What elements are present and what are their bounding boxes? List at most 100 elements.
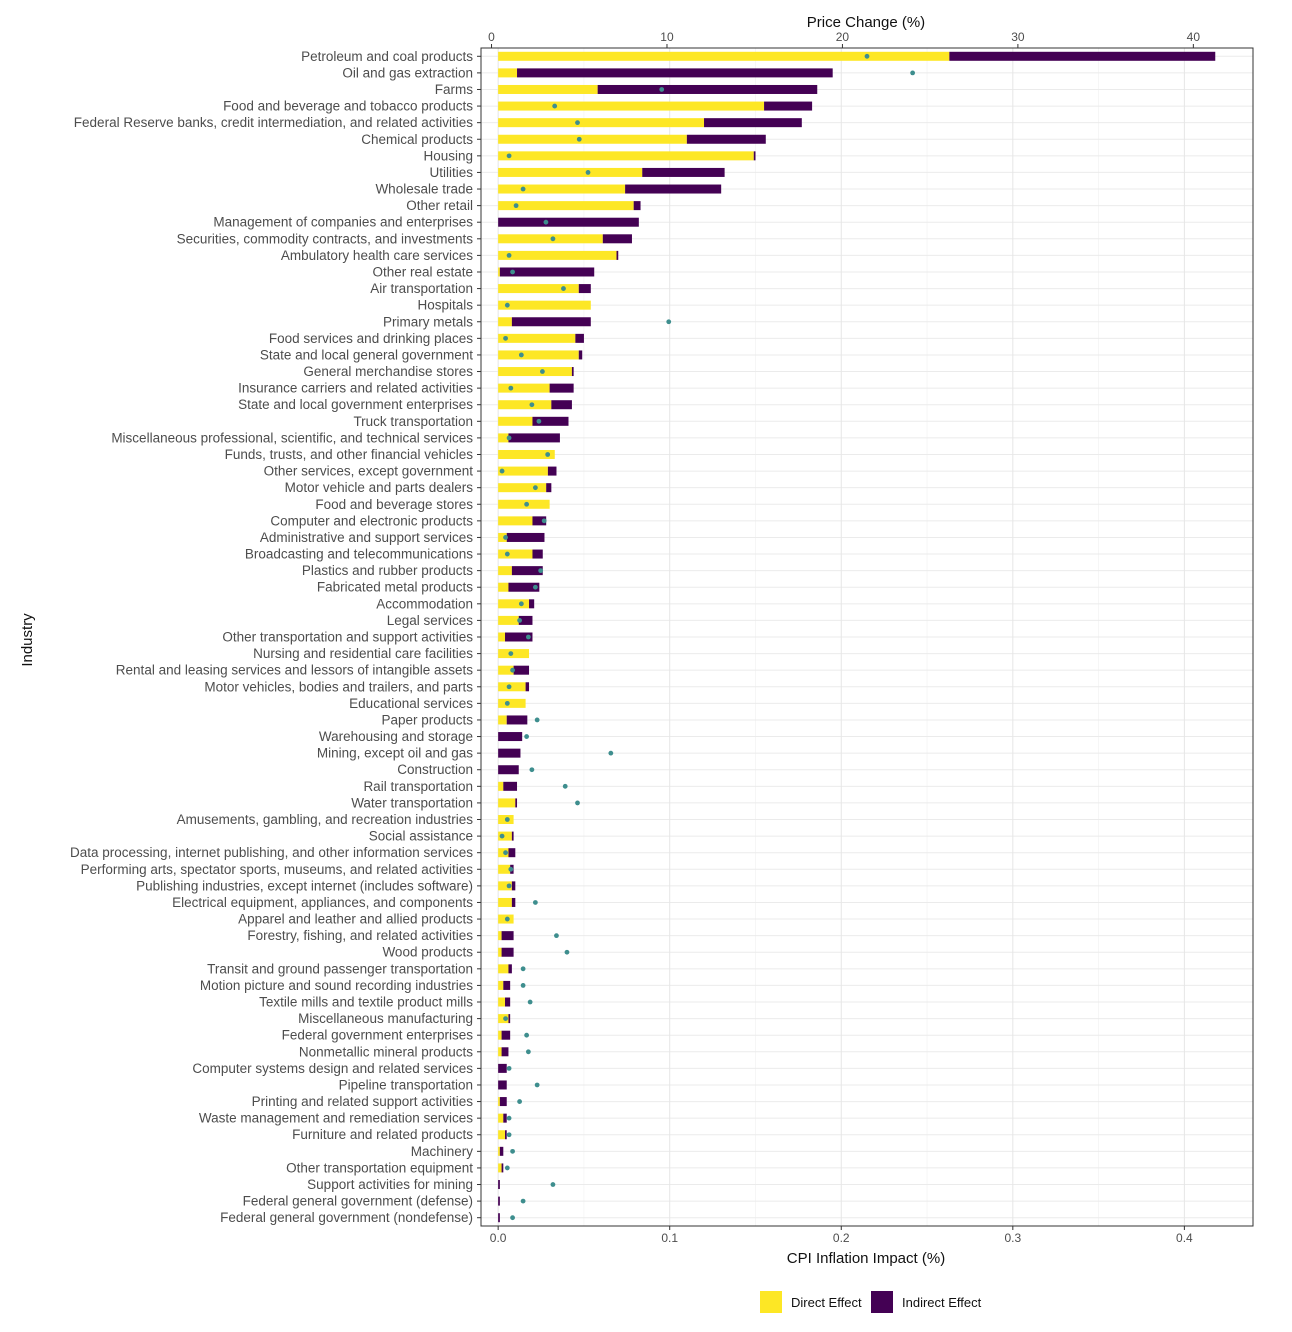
industry-label: Plastics and rubber products [302, 563, 473, 578]
tick-layer: 0.0 0.1 0.2 0.3 0.4 0 10 20 30 40 [477, 30, 1200, 1245]
price-change-point [517, 618, 522, 623]
bar-indirect [505, 997, 511, 1007]
price-change-point [540, 369, 545, 374]
bar-indirect [498, 1196, 500, 1206]
bar-direct [498, 250, 617, 260]
industry-label: Computer systems design and related serv… [192, 1061, 473, 1076]
bar-direct [498, 151, 754, 161]
price-change-point [520, 1198, 526, 1204]
price-change-point [608, 750, 614, 756]
industry-label: Motion picture and sound recording indus… [200, 978, 473, 993]
industry-label: Mining, except oil and gas [317, 746, 473, 761]
bar-indirect [625, 184, 722, 194]
bar-direct [498, 715, 507, 725]
industry-label: Truck transportation [353, 414, 473, 429]
industry-label: Miscellaneous manufacturing [298, 1011, 473, 1026]
price-change-point [666, 319, 672, 325]
price-change-point [504, 1165, 510, 1171]
bar-direct [498, 781, 504, 791]
industry-label: Other transportation equipment [286, 1160, 473, 1175]
y-axis-title: Industry [19, 613, 36, 667]
industry-label: Federal general government (nondefense) [220, 1210, 473, 1225]
bar-indirect [511, 897, 516, 907]
bar-direct [498, 615, 519, 625]
bar-direct [498, 897, 512, 907]
x-tick-label: 0.1 [661, 1231, 678, 1245]
price-change-point [520, 966, 526, 972]
bar-indirect [508, 964, 512, 974]
price-change-point [532, 584, 538, 590]
industry-label: Chemical products [361, 132, 473, 147]
point-layer [499, 53, 916, 1221]
price-change-point [517, 1099, 522, 1104]
price-change-point [510, 269, 515, 275]
bar-direct [498, 284, 579, 294]
bar-direct [498, 51, 950, 61]
bar-indirect [549, 383, 574, 393]
bar-direct [498, 582, 509, 592]
bar-indirect [547, 466, 557, 476]
price-change-point [525, 1049, 531, 1055]
price-change-point [510, 1148, 515, 1154]
industry-label: Broadcasting and telecommunications [245, 547, 473, 562]
bar-indirect [501, 1047, 509, 1057]
bar-indirect [546, 483, 552, 493]
bar-direct [498, 997, 506, 1007]
industry-label: Food services and drinking places [269, 331, 473, 346]
bar-indirect [501, 1030, 511, 1040]
price-change-point [524, 1032, 530, 1038]
x-tick-label: 0.2 [833, 1231, 850, 1245]
price-change-point [508, 866, 514, 872]
industry-label: Securities, commodity contracts, and inv… [177, 231, 474, 246]
price-change-point [534, 1082, 540, 1088]
legend-label-indirect: Indirect Effect [902, 1295, 982, 1310]
price-change-point [534, 717, 540, 723]
price-change-point [562, 783, 568, 789]
bar-indirect [508, 848, 516, 858]
bar-indirect [505, 632, 533, 642]
bar-direct [498, 931, 502, 941]
price-change-point [506, 1115, 512, 1121]
price-change-point [529, 767, 535, 773]
bar-direct [498, 516, 533, 526]
bar-indirect [503, 980, 511, 990]
x2-tick-label: 40 [1187, 30, 1201, 44]
industry-label: Management of companies and enterprises [213, 215, 473, 230]
price-change-point [545, 452, 551, 457]
bar-direct [498, 549, 533, 559]
bar-indirect [503, 1113, 507, 1123]
bar-indirect [517, 68, 833, 78]
industry-label: Machinery [411, 1144, 474, 1159]
industry-label: Apparel and leather and allied products [238, 912, 473, 927]
bar-direct [498, 1047, 502, 1057]
x2-tick-label: 0 [488, 30, 495, 44]
legend-swatch-indirect [871, 1291, 893, 1313]
industry-label: Support activities for mining [307, 1177, 473, 1192]
industry-label: Food and beverage and tobacco products [223, 99, 473, 114]
bar-direct [498, 1030, 502, 1040]
industry-label: Nursing and residential care facilities [253, 646, 473, 661]
bar-indirect [508, 582, 540, 592]
x2-tick-label: 30 [1011, 30, 1025, 44]
industry-label: Accommodation [376, 596, 473, 611]
bar-direct [498, 798, 516, 808]
bar-indirect [529, 599, 535, 609]
industry-label: Petroleum and coal products [301, 49, 473, 64]
price-change-point [525, 634, 531, 640]
industry-label: Funds, trusts, and other financial vehic… [225, 447, 474, 462]
bar-indirect [499, 1097, 507, 1107]
bar-direct [498, 499, 550, 509]
industry-label: Textile mills and textile product mills [259, 995, 473, 1010]
bar-direct [498, 267, 500, 277]
industry-label: Federal Reserve banks, credit intermedia… [74, 115, 473, 130]
price-change-point [504, 302, 510, 308]
industry-label: Motor vehicles, bodies and trailers, and… [204, 679, 473, 694]
bar-indirect [551, 400, 572, 410]
bar-indirect [633, 201, 641, 211]
bar-direct [498, 433, 509, 443]
bar-indirect [571, 367, 574, 377]
industry-label: Transit and ground passenger transportat… [207, 961, 473, 976]
price-change-point [910, 70, 916, 76]
industry-label: Rental and leasing services and lessors … [116, 663, 473, 678]
industry-label: Water transportation [351, 795, 473, 810]
